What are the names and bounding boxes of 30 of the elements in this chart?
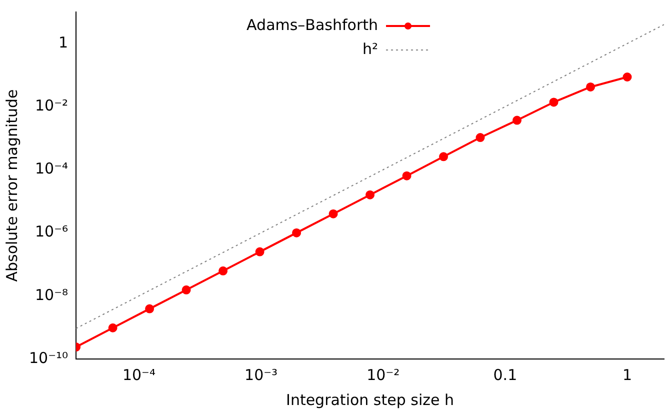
x-tick-label: 10⁻³ xyxy=(244,366,278,384)
legend-label: Adams–Bashforth xyxy=(246,16,378,34)
legend-label: h² xyxy=(362,40,378,58)
point xyxy=(292,228,302,238)
x-tick-label: 1 xyxy=(622,366,632,384)
point xyxy=(476,133,485,142)
y-tick-label: 10⁻⁶ xyxy=(35,222,68,241)
point xyxy=(255,247,264,256)
y-tick-label: 10⁻¹⁰ xyxy=(29,348,68,367)
x-axis-title: Integration step size h xyxy=(286,390,454,409)
y-tick-label: 10⁻² xyxy=(35,96,68,115)
point xyxy=(402,171,412,180)
y-tick-label: 10⁻⁸ xyxy=(35,286,68,304)
point xyxy=(366,190,375,200)
y-tick-label: 10⁻⁴ xyxy=(35,160,68,178)
y-axis-title: Absolute error magnitude xyxy=(2,89,21,282)
point xyxy=(328,209,338,218)
point xyxy=(549,98,558,107)
point xyxy=(182,285,191,294)
x-tick-label: 10⁻⁴ xyxy=(122,366,156,384)
x-tick-label: 10⁻² xyxy=(366,366,400,384)
point xyxy=(108,323,118,332)
point xyxy=(586,82,596,92)
point xyxy=(145,304,154,314)
point xyxy=(622,72,632,82)
point xyxy=(439,152,448,162)
point xyxy=(218,266,228,276)
x-tick-label: 0.1 xyxy=(493,366,518,384)
y-tick-label: 1 xyxy=(58,33,68,52)
point xyxy=(512,116,522,125)
